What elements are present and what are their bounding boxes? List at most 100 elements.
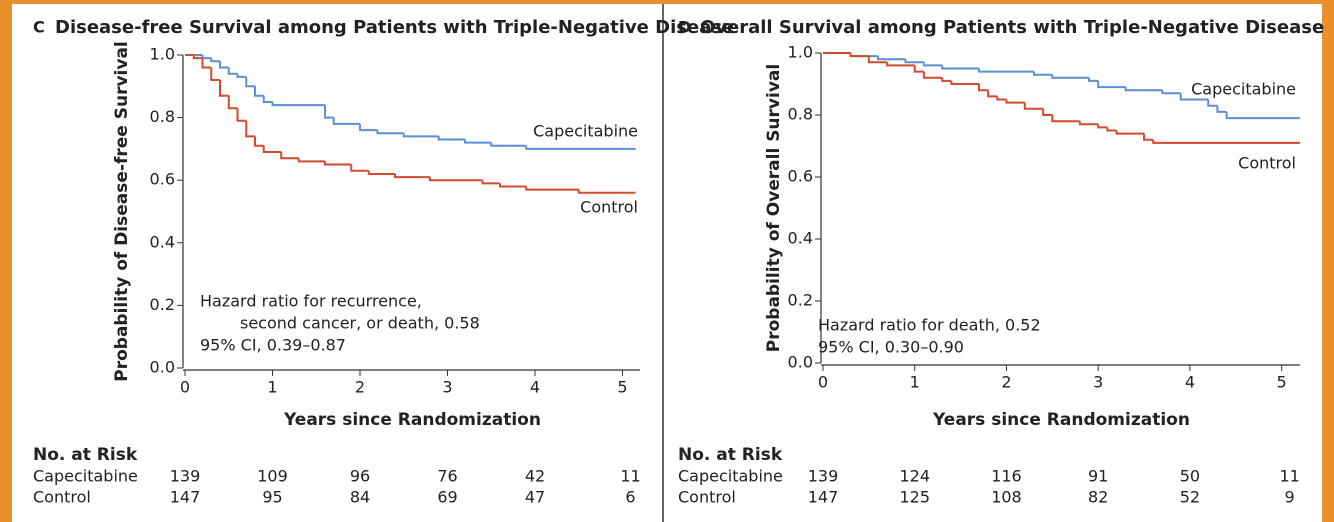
survival-step (394, 173, 430, 179)
survival-step (490, 142, 527, 147)
risk-value: 76 (437, 467, 457, 486)
survival-step (402, 133, 439, 138)
survival-step (1088, 77, 1099, 82)
survival-step (192, 55, 203, 60)
y-axis-label: Probability of Overall Survival (764, 64, 784, 352)
x-tick-label: 4 (1185, 373, 1195, 392)
risk-row-name: Capecitabine (33, 467, 138, 486)
y-tick-label: 0.6 (150, 170, 175, 189)
risk-value: 82 (1088, 488, 1108, 507)
y-tick-label: 0.8 (788, 105, 813, 124)
risk-row-name: Control (33, 488, 91, 507)
survival-step (262, 95, 273, 103)
y-tick-label: 0.0 (150, 358, 175, 377)
survival-step (877, 56, 906, 61)
survival-step (201, 58, 212, 69)
survival-step (987, 90, 998, 98)
chart-title: Overall Survival among Patients with Tri… (700, 17, 1324, 38)
panel-letter: C (33, 18, 45, 37)
risk-value: 116 (991, 467, 1022, 486)
survival-step (350, 164, 369, 172)
survival-step (297, 158, 325, 163)
risk-value: 69 (437, 488, 457, 507)
y-tick-label: 1.0 (150, 45, 175, 64)
risk-value: 11 (620, 467, 640, 486)
survival-step (886, 62, 915, 67)
risk-row-name: Capecitabine (678, 467, 783, 486)
survival-step (922, 71, 943, 79)
x-axis-label: Years since Randomization (283, 410, 541, 430)
x-axis-label: Years since Randomization (932, 410, 1190, 430)
risk-value: 47 (525, 488, 545, 507)
survival-step (941, 77, 952, 82)
survival-step (359, 123, 378, 132)
risk-value: 91 (1088, 467, 1108, 486)
survival-step (481, 180, 500, 185)
survival-step (1179, 93, 1209, 101)
x-tick-label: 1 (267, 378, 277, 397)
risk-value: 96 (350, 467, 370, 486)
x-tick-label: 2 (355, 378, 365, 397)
survival-step (464, 139, 492, 144)
survival-step (271, 101, 325, 107)
survival-step (977, 68, 1034, 73)
risk-value: 139 (170, 467, 201, 486)
survival-step (280, 152, 299, 160)
risk-value: 108 (991, 488, 1022, 507)
survival-step (525, 145, 636, 150)
y-tick-label: 0.8 (150, 107, 175, 126)
survival-step (324, 161, 352, 166)
survival-step (950, 80, 979, 85)
survival-step (499, 183, 527, 188)
survival-step (577, 189, 636, 194)
annotation: Hazard ratio for death, 0.52 (818, 316, 1041, 335)
risk-value: 11 (1279, 467, 1299, 486)
survival-step (227, 95, 238, 110)
y-tick-label: 0.2 (788, 291, 813, 310)
y-tick-label: 0.2 (150, 295, 175, 314)
x-tick-label: 0 (180, 378, 190, 397)
survival-step (376, 130, 404, 135)
survival-step (236, 108, 247, 122)
survival-step (1225, 111, 1300, 120)
x-tick-label: 4 (530, 378, 540, 397)
survival-step (1005, 99, 1025, 104)
annotation: Hazard ratio for recurrence, (200, 292, 422, 311)
risk-value: 42 (525, 467, 545, 486)
x-tick-label: 5 (617, 378, 627, 397)
survival-step (1042, 108, 1053, 116)
survival-step (1097, 80, 1126, 89)
risk-value: 125 (899, 488, 930, 507)
survival-step (996, 96, 1007, 101)
survival-step (262, 145, 282, 154)
risk-value: 95 (262, 488, 282, 507)
survival-step (1124, 87, 1163, 92)
risk-value: 124 (899, 467, 930, 486)
survival-step (904, 59, 924, 64)
y-tick-label: 0.4 (150, 232, 175, 251)
survival-step (1051, 74, 1090, 79)
annotation: 95% CI, 0.30–0.90 (818, 338, 964, 357)
survival-step (1078, 121, 1099, 126)
series-label: Control (1238, 154, 1296, 173)
survival-step (367, 170, 395, 175)
survival-step (922, 62, 943, 67)
y-tick-label: 0.6 (788, 167, 813, 186)
series-label: Control (580, 198, 638, 217)
survival-step (219, 80, 229, 97)
survival-step (1207, 99, 1218, 107)
annotation: 95% CI, 0.39–0.87 (200, 336, 346, 355)
survival-step (245, 120, 255, 138)
survival-step (227, 67, 238, 75)
survival-step (210, 67, 220, 82)
survival-step (245, 76, 255, 88)
y-tick-label: 1.0 (788, 43, 813, 62)
x-tick-label: 3 (1093, 373, 1103, 392)
risk-value: 50 (1180, 467, 1200, 486)
survival-step (429, 177, 483, 182)
chart-title: Disease-free Survival among Patients wit… (55, 17, 734, 38)
y-axis-label: Probability of Disease-free Survival (112, 41, 132, 381)
survival-step (219, 61, 229, 69)
